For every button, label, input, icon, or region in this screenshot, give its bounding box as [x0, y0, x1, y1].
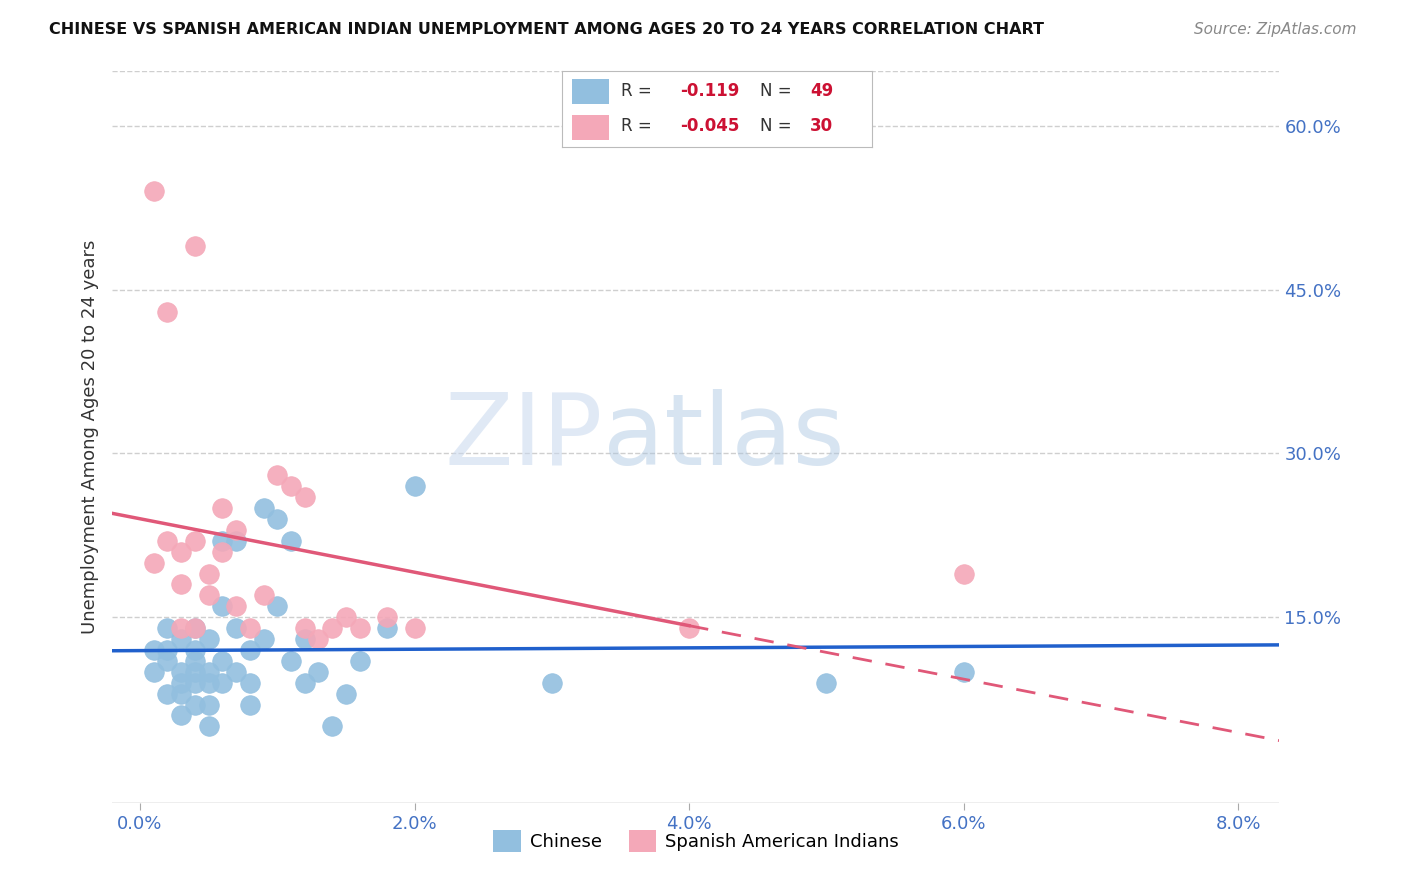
Point [321, 621, 343, 635]
Point [142, 556, 165, 570]
Point [142, 643, 165, 657]
Point [156, 304, 179, 318]
Point [170, 665, 193, 679]
Text: -0.045: -0.045 [681, 117, 740, 135]
Point [294, 675, 316, 690]
Text: atlas: atlas [603, 389, 844, 485]
Point [375, 621, 398, 635]
Text: R =: R = [621, 117, 657, 135]
Point [349, 654, 371, 668]
Point [156, 621, 179, 635]
Point [184, 675, 207, 690]
Point [225, 599, 247, 614]
Point [404, 479, 426, 493]
Point [184, 533, 207, 548]
Point [280, 533, 302, 548]
Point [294, 632, 316, 646]
Point [184, 621, 207, 635]
Point [197, 719, 219, 733]
Point [280, 479, 302, 493]
Point [156, 687, 179, 701]
Text: Source: ZipAtlas.com: Source: ZipAtlas.com [1194, 22, 1357, 37]
Text: ZIP: ZIP [444, 389, 603, 485]
Point [184, 239, 207, 253]
Point [307, 665, 329, 679]
Point [239, 643, 262, 657]
Point [307, 632, 329, 646]
Point [252, 588, 274, 602]
Point [197, 632, 219, 646]
Point [952, 566, 974, 581]
Point [184, 621, 207, 635]
Point [211, 599, 233, 614]
Point [349, 621, 371, 635]
Point [266, 599, 288, 614]
Text: N =: N = [761, 117, 797, 135]
Point [211, 545, 233, 559]
Point [225, 621, 247, 635]
Y-axis label: Unemployment Among Ages 20 to 24 years: Unemployment Among Ages 20 to 24 years [80, 240, 98, 634]
Point [266, 468, 288, 483]
Point [211, 654, 233, 668]
Point [335, 610, 357, 624]
Point [156, 533, 179, 548]
Point [225, 665, 247, 679]
Point [170, 577, 193, 591]
Point [294, 490, 316, 504]
Text: 30: 30 [810, 117, 832, 135]
Point [294, 621, 316, 635]
Point [170, 632, 193, 646]
Point [211, 533, 233, 548]
Text: N =: N = [761, 82, 797, 100]
Point [197, 698, 219, 712]
FancyBboxPatch shape [572, 79, 609, 104]
Point [239, 698, 262, 712]
Point [197, 566, 219, 581]
Point [239, 675, 262, 690]
Point [184, 665, 207, 679]
Point [197, 665, 219, 679]
Text: 49: 49 [810, 82, 834, 100]
Point [170, 708, 193, 723]
Point [156, 643, 179, 657]
Point [335, 687, 357, 701]
Point [184, 698, 207, 712]
Point [375, 610, 398, 624]
Point [170, 545, 193, 559]
Point [197, 675, 219, 690]
Point [211, 501, 233, 516]
Point [280, 654, 302, 668]
Point [321, 719, 343, 733]
Point [266, 512, 288, 526]
Point [252, 501, 274, 516]
Point [678, 621, 700, 635]
Text: CHINESE VS SPANISH AMERICAN INDIAN UNEMPLOYMENT AMONG AGES 20 TO 24 YEARS CORREL: CHINESE VS SPANISH AMERICAN INDIAN UNEMP… [49, 22, 1045, 37]
Point [142, 185, 165, 199]
Point [170, 621, 193, 635]
Point [211, 675, 233, 690]
Text: R =: R = [621, 82, 657, 100]
Legend: Chinese, Spanish American Indians: Chinese, Spanish American Indians [486, 823, 905, 860]
Point [225, 533, 247, 548]
Point [239, 621, 262, 635]
Point [540, 675, 562, 690]
Point [170, 675, 193, 690]
Point [184, 654, 207, 668]
Point [252, 632, 274, 646]
Point [142, 665, 165, 679]
Point [404, 621, 426, 635]
Point [156, 654, 179, 668]
Point [170, 687, 193, 701]
Point [225, 523, 247, 537]
FancyBboxPatch shape [572, 114, 609, 140]
Text: -0.119: -0.119 [681, 82, 740, 100]
Point [184, 643, 207, 657]
Point [197, 588, 219, 602]
Point [815, 675, 838, 690]
Point [952, 665, 974, 679]
